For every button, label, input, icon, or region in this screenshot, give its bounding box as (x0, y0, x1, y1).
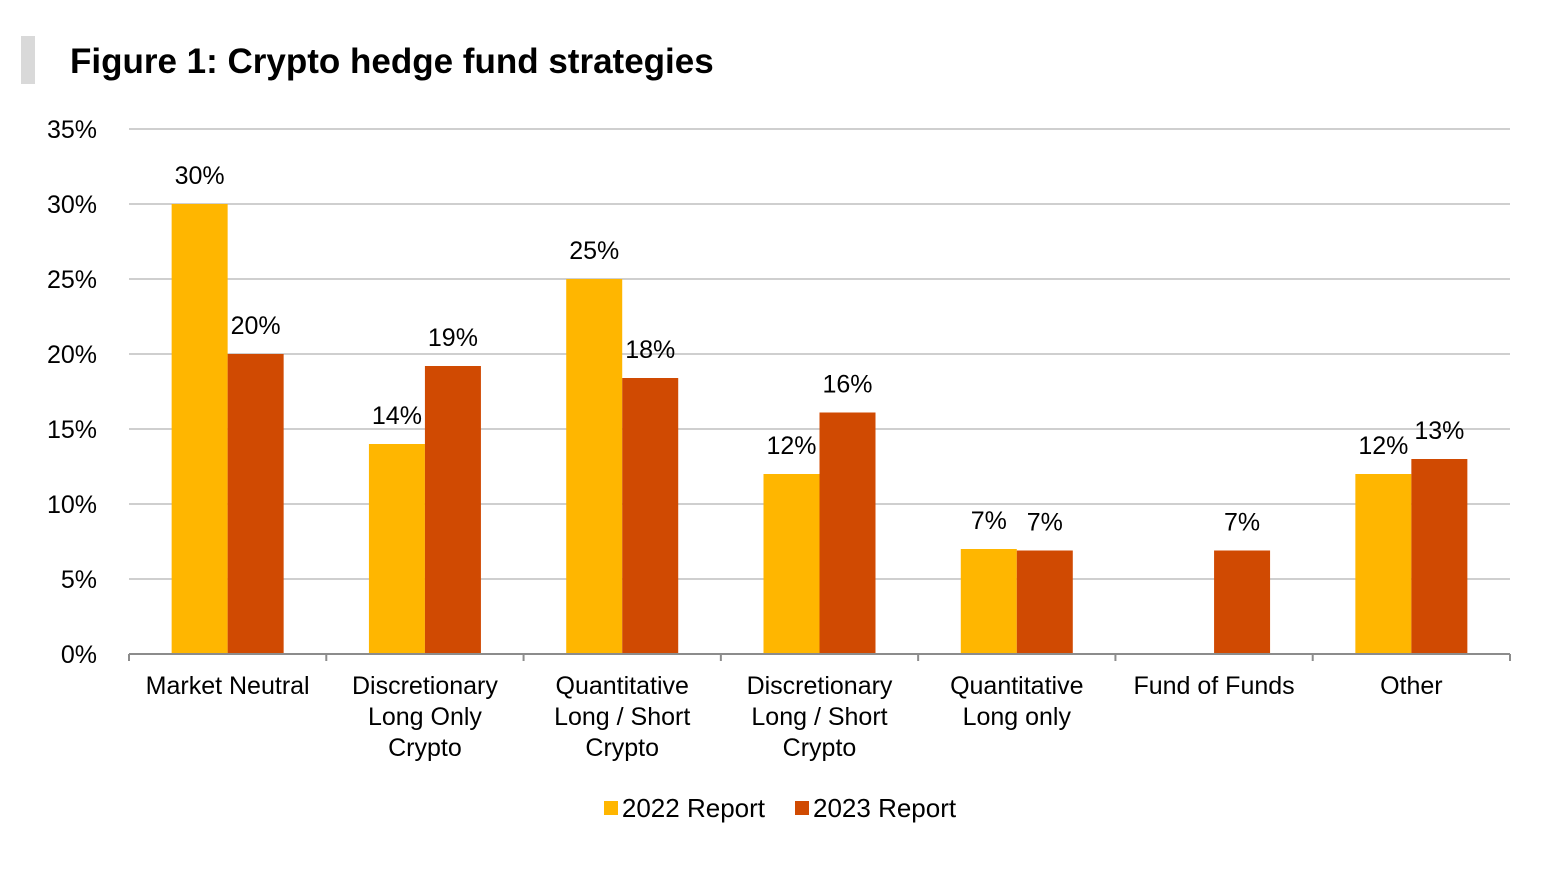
bar-2023 (622, 378, 679, 654)
legend-label: 2022 Report (621, 793, 765, 823)
data-label: 30% (175, 162, 225, 190)
legend-swatch (795, 801, 809, 815)
x-category-label: Fund of Funds (1133, 672, 1294, 700)
y-axis: 0% 5% 10% 15% 20% 25% 30% 35% (47, 116, 97, 669)
x-category-label: Discretionary Long Only Crypto (352, 672, 498, 762)
chart-title: Figure 1: Crypto hedge fund strategies (70, 42, 714, 81)
legend-label: 2023 Report (813, 793, 957, 823)
y-tick-label: 0% (61, 641, 97, 669)
data-labels: 30% 14% 25% 12% 7% 12% 20% 19% 18% 16% 7% 7% 13% (175, 162, 1465, 537)
data-label: 16% (822, 371, 872, 399)
data-label: 25% (569, 237, 619, 265)
data-label: 14% (372, 402, 422, 430)
bar-2022 (763, 474, 820, 654)
bar-2022 (960, 549, 1017, 654)
bar-2022 (1355, 474, 1412, 654)
y-tick-label: 5% (61, 566, 97, 594)
y-tick-label: 35% (47, 116, 97, 144)
bar-2022 (171, 204, 228, 654)
data-label: 19% (428, 324, 478, 352)
data-label: 13% (1414, 417, 1464, 445)
y-tick-label: 20% (47, 341, 97, 369)
legend-item-2022: 2022 Report (603, 792, 765, 824)
data-label: 18% (625, 336, 675, 364)
legend: 2022 Report 2023 Report (0, 792, 1560, 824)
data-label: 12% (1358, 432, 1408, 460)
x-category-label: Quantitative Long only (950, 672, 1083, 731)
bar-2023 (1411, 459, 1468, 654)
y-tick-label: 30% (47, 191, 97, 219)
x-axis: Market Neutral Discretionary Long Only Cryp… (128, 653, 1511, 762)
legend-swatch (603, 801, 618, 815)
y-tick-label: 15% (47, 416, 97, 444)
data-label: 12% (766, 432, 816, 460)
title-accent-bar (21, 36, 35, 84)
x-category-label: Quantitative Long / Short Crypto (554, 672, 690, 762)
y-tick-label: 25% (47, 266, 97, 294)
bar-2023 (1016, 550, 1073, 654)
data-label: 7% (971, 507, 1007, 535)
data-label: 20% (231, 312, 281, 340)
bar-2023 (1214, 550, 1271, 654)
bar-2023 (227, 354, 284, 654)
x-category-label: Market Neutral (146, 672, 310, 700)
data-label: 7% (1027, 509, 1063, 537)
bar-2023 (819, 412, 876, 654)
bar-2022 (368, 444, 425, 654)
bar-2022 (566, 279, 623, 654)
bar-2023 (424, 366, 481, 654)
legend-item-2023: 2023 Report (795, 792, 956, 824)
y-tick-label: 10% (47, 491, 97, 519)
x-category-label: Other (1380, 672, 1443, 700)
bars (171, 204, 1468, 654)
data-label: 7% (1224, 509, 1260, 537)
x-category-label: Discretionary Long / Short Crypto (747, 672, 893, 762)
